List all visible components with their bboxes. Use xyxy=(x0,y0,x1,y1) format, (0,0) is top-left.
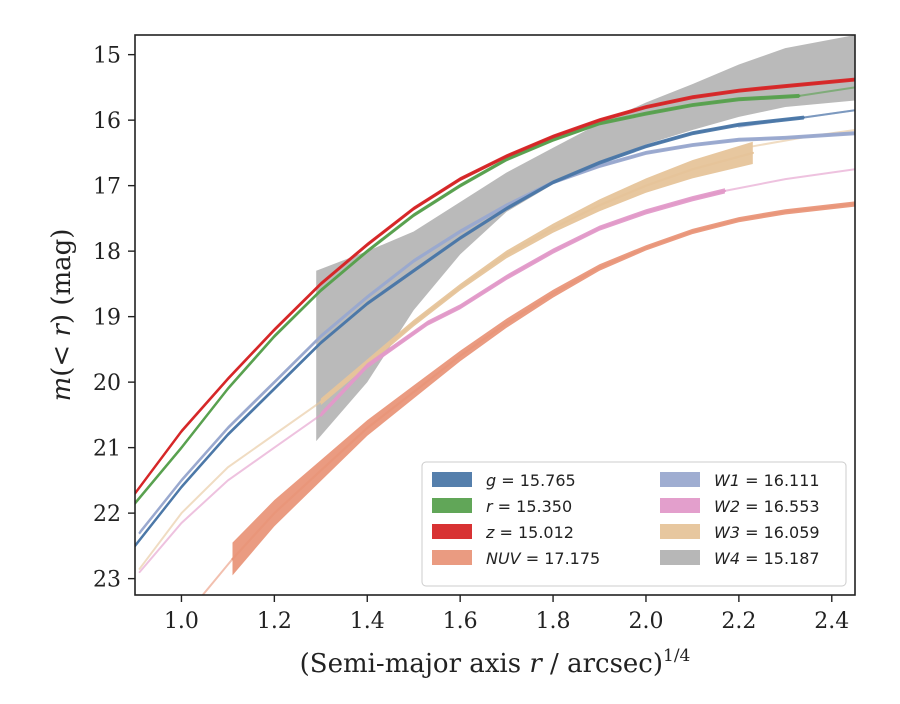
y-tick-label: 16 xyxy=(93,109,121,134)
series-2 xyxy=(135,77,855,496)
y-tick-label: 21 xyxy=(93,437,121,462)
series-extension xyxy=(802,109,855,119)
y-tick-label: 19 xyxy=(93,306,121,331)
y-tick-label: 17 xyxy=(93,175,121,200)
legend-entry: r = 15.350 xyxy=(486,497,572,516)
legend-swatch xyxy=(660,550,700,565)
legend-swatch xyxy=(660,472,700,487)
y-tick-label: 22 xyxy=(93,502,121,527)
legend-entry: W4 = 15.187 xyxy=(714,549,820,568)
series-1 xyxy=(135,86,855,506)
series-line xyxy=(135,116,805,547)
series-extension xyxy=(798,86,855,97)
legend-entry: z = 15.012 xyxy=(485,523,574,542)
series-5 xyxy=(138,168,855,574)
x-tick-label: 1.2 xyxy=(257,609,292,634)
plot-frame xyxy=(134,34,856,596)
series-extension xyxy=(138,413,322,574)
series-band xyxy=(135,93,800,506)
series-7 xyxy=(316,35,855,442)
series-line xyxy=(135,94,801,505)
series-line xyxy=(319,151,754,403)
series-layer xyxy=(135,35,855,595)
y-axis-label: m(< r) (mag) xyxy=(47,229,77,402)
legend-swatch xyxy=(432,498,472,513)
x-tick-label: 1.0 xyxy=(164,609,199,634)
series-band xyxy=(316,35,855,442)
x-axis: 1.0 1.2 1.4 1.6 1.8 2.0 2.2 2.4 xyxy=(164,595,849,634)
legend-swatch xyxy=(432,550,472,565)
y-tick-label: 15 xyxy=(93,44,121,69)
y-tick-label: 20 xyxy=(93,371,121,396)
series-0 xyxy=(135,109,855,548)
series-band xyxy=(139,131,855,535)
legend-entry: NUV = 17.175 xyxy=(486,549,600,568)
series-line xyxy=(319,189,726,416)
legend-entry: W1 = 16.111 xyxy=(714,471,820,490)
legend-swatch xyxy=(432,472,472,487)
y-tick-label: 18 xyxy=(93,240,121,265)
legend-entry: g = 15.765 xyxy=(486,471,576,490)
x-tick-label: 2.4 xyxy=(814,609,849,634)
legend-swatch xyxy=(660,524,700,539)
series-3 xyxy=(201,201,855,595)
x-tick-label: 1.6 xyxy=(443,609,478,634)
x-tick-label: 1.4 xyxy=(350,609,385,634)
series-extension xyxy=(723,168,855,192)
legend-frame xyxy=(421,461,847,587)
legend: g = 15.765 r = 15.350 z = 15.012 NUV = 17.1… xyxy=(421,461,847,587)
legend-entry: W2 = 16.553 xyxy=(714,497,820,516)
y-tick-label: 23 xyxy=(93,568,121,593)
legend-swatch xyxy=(660,498,700,513)
series-extension xyxy=(201,558,234,595)
series-line xyxy=(138,132,855,534)
x-tick-label: 2.2 xyxy=(721,609,756,634)
series-line xyxy=(231,202,855,561)
series-extension xyxy=(138,400,322,570)
y-axis: 15 16 17 18 19 20 21 22 23 xyxy=(93,44,135,593)
series-line xyxy=(135,78,855,495)
legend-swatch xyxy=(432,524,472,539)
x-tick-label: 2.0 xyxy=(628,609,663,634)
series-band xyxy=(320,141,753,406)
legend-entry: W3 = 16.059 xyxy=(714,523,820,542)
x-tick-label: 1.8 xyxy=(536,609,571,634)
x-axis-label: (Semi-major axis r / arcsec)1/4 xyxy=(300,646,691,679)
